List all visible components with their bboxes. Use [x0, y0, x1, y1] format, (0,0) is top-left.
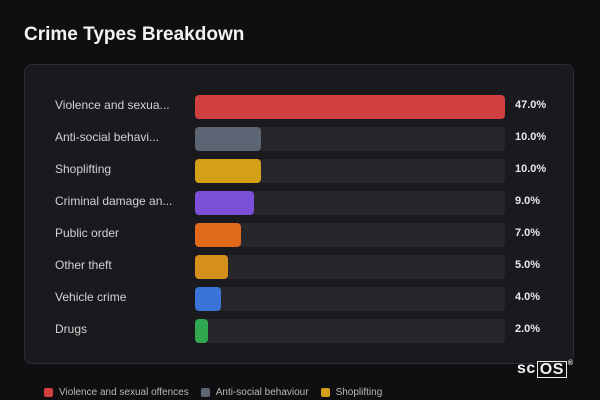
bar-row: Criminal damage an... 9.0%	[25, 191, 575, 215]
page-title: Crime Types Breakdown	[24, 24, 245, 45]
legend-swatch	[200, 388, 210, 397]
bar-track	[195, 191, 505, 215]
bar-track	[195, 223, 505, 247]
bar-category-label: Public order	[55, 226, 120, 240]
bar-category-label: Shoplifting	[55, 162, 112, 176]
bar	[195, 127, 261, 151]
bar-row: Violence and sexua... 47.0%	[25, 95, 575, 119]
bar-row: Public order 7.0%	[25, 223, 575, 247]
bar-track	[195, 127, 505, 151]
legend-swatch	[44, 388, 53, 397]
bar-category-label: Other theft	[55, 258, 112, 272]
bar	[195, 191, 255, 215]
bar-row: Other theft 5.0%	[25, 255, 575, 279]
bar-category-label: Drugs	[55, 322, 88, 336]
bar-track	[195, 287, 505, 311]
bar-row: Shoplifting 10.0%	[25, 159, 575, 183]
bar	[195, 95, 505, 119]
bar-row: Anti-social behavi... 10.0%	[25, 127, 575, 151]
bar-category-label: Anti-social behavi...	[55, 130, 160, 144]
bar-value-label: 10.0%	[515, 163, 547, 175]
bar-row: Drugs 2.0%	[25, 319, 575, 343]
bar-category-label: Criminal damage an...	[55, 194, 173, 208]
bar-track	[195, 95, 505, 119]
legend-label: Violence and sexual offences	[59, 387, 189, 398]
chart-legend: Violence and sexual offences Anti-social …	[44, 387, 394, 398]
bar-row: Vehicle crime 4.0%	[25, 287, 575, 311]
chart-panel: Violence and sexua... 47.0% Anti-social be…	[24, 64, 574, 364]
legend-item: Anti-social behaviour	[200, 387, 309, 398]
legend-label: Anti-social behaviour	[215, 387, 309, 398]
bar-track	[195, 255, 505, 279]
bar	[195, 255, 228, 279]
bar	[195, 319, 209, 343]
bar-value-label: 9.0%	[515, 195, 541, 207]
legend-item: Violence and sexual offences	[44, 387, 189, 398]
bar-track	[195, 159, 505, 183]
bar	[195, 159, 261, 183]
bar	[195, 287, 222, 311]
bar-value-label: 4.0%	[515, 291, 541, 303]
bar-value-label: 10.0%	[515, 131, 547, 143]
bar-value-label: 47.0%	[515, 99, 547, 111]
legend-item: Shoplifting	[320, 387, 383, 398]
logo-registered-mark: ®	[567, 360, 574, 367]
legend-label: Shoplifting	[335, 387, 383, 398]
bar-category-label: Vehicle crime	[55, 290, 127, 304]
bar-value-label: 2.0%	[515, 323, 541, 335]
bar-category-label: Violence and sexua...	[55, 98, 170, 112]
bar-value-label: 7.0%	[515, 227, 541, 239]
logo-boxed: OS	[536, 360, 567, 378]
bar-track	[195, 319, 505, 343]
scos-logo: sc OS ®	[517, 360, 574, 378]
logo-prefix: sc	[517, 360, 536, 377]
legend-swatch	[320, 388, 330, 397]
bar-value-label: 5.0%	[515, 259, 541, 271]
bar	[195, 223, 242, 247]
